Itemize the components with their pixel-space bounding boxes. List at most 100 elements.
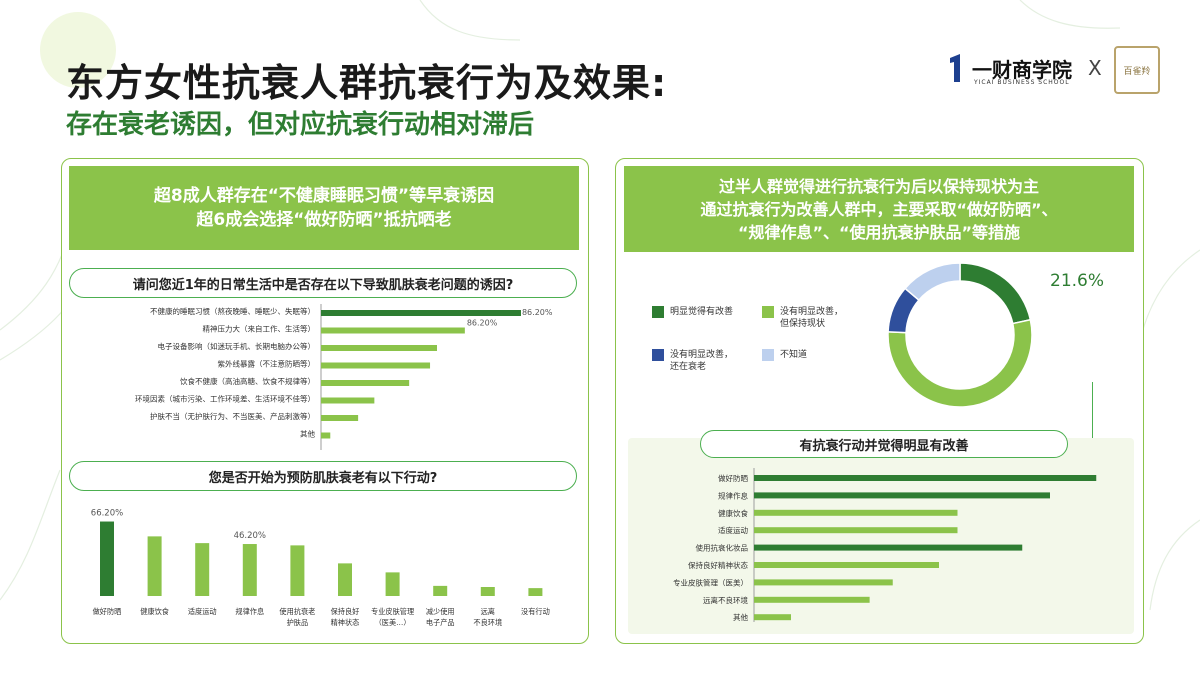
chart-improvement-donut: 21.6% 54.1% <box>887 262 1104 408</box>
tick-label: 保持良好 <box>331 607 360 616</box>
partner-logo: 百雀羚 <box>1114 46 1160 94</box>
tick-label: 护肤品 <box>287 618 309 627</box>
bar <box>528 588 543 596</box>
legend-label: 不知道 <box>780 350 808 360</box>
tick-label: 健康饮食 <box>140 607 169 616</box>
tick-label: 使用抗衰化妆品 <box>696 543 749 553</box>
bar <box>321 415 359 421</box>
bar <box>321 327 465 334</box>
data-label: 46.20% <box>234 531 266 541</box>
tick-label: 做好防晒 <box>718 473 748 483</box>
connector-line <box>1092 382 1093 442</box>
donut-slice <box>887 318 1033 408</box>
legend-swatch <box>762 349 774 361</box>
data-label: 86.20% <box>467 319 498 328</box>
tick-label: 专业皮肤管理（医美） <box>673 577 748 587</box>
tick-label: 做好防晒 <box>93 607 122 616</box>
tick-label: 不良环境 <box>473 618 502 627</box>
right-banner-line2: 通过抗衰行为改善人群中，主要采取“做好防晒”、 <box>700 199 1058 219</box>
bar <box>433 585 448 596</box>
tick-label: 饮食不健康（高油高糖、饮食不规律等） <box>180 376 315 386</box>
legend-item: 不知道 <box>762 349 807 361</box>
page-title: 东方女性抗衰人群抗衰行为及效果: <box>66 61 668 105</box>
tick-label: 健康饮食 <box>718 508 748 518</box>
bar <box>754 579 893 586</box>
yicai-logo-text: 一财商学院 <box>972 58 1072 82</box>
tick-label: （医美…） <box>375 618 411 627</box>
left-banner: 超8成人群存在“不健康睡眠习惯”等早衰诱因 超6成会选择“做好防晒”抵抗晒老 <box>69 166 579 250</box>
right-banner-line3: “规律作息”、“使用抗衰护肤品”等措施 <box>737 222 1021 242</box>
tick-label: 远离 <box>481 607 495 616</box>
bar <box>147 536 162 596</box>
bar <box>321 362 431 369</box>
bar <box>754 614 791 621</box>
tick-label: 适度运动 <box>188 607 217 616</box>
legend-swatch <box>652 349 664 361</box>
bar <box>321 310 521 316</box>
tick-label: 规律作息 <box>718 490 748 500</box>
legend-swatch <box>762 306 774 318</box>
tick-label: 适度运动 <box>718 525 748 535</box>
bar <box>195 543 210 596</box>
legend-item: 明显觉得有改善 <box>652 306 733 318</box>
right-banner: 过半人群觉得进行抗衰行为后以保持现状为主 通过抗衰行为改善人群中，主要采取“做好… <box>624 166 1134 252</box>
legend-item: 没有明显改善， 还在衰老 <box>652 349 733 373</box>
tick-label: 精神压力大（来自工作、生活等） <box>203 324 316 334</box>
tick-label: 保持良好精神状态 <box>688 560 748 570</box>
bar <box>321 397 375 404</box>
tick-label: 其他 <box>733 612 748 622</box>
brand-logos: 一财商学院 YICAI BUSINESS SCHOOL X 百雀羚 <box>946 46 1181 94</box>
question-1-pill: 请问您近1年的日常生活中是否存在以下导致肌肤衰老问题的诱因? <box>69 268 577 298</box>
tick-label: 环境因素（城市污染、工作环境差、生活环境不佳等） <box>135 394 315 404</box>
page-subtitle: 存在衰老诱因，但对应抗衰行动相对滞后 <box>66 110 535 140</box>
data-label: 21.6% <box>1050 271 1104 291</box>
bar <box>321 345 437 351</box>
donut-slice <box>904 262 961 302</box>
tick-label: 使用抗衰老 <box>279 607 315 616</box>
tick-label: 其他 <box>300 429 315 439</box>
question-3-pill: 有抗衰行动并觉得明显有改善 <box>700 430 1068 458</box>
tick-label: 护肤不当（无护肤行为、不当医美、产品刺激等） <box>150 411 315 421</box>
tick-label: 不健康的睡眠习惯（熬夜晚睡、睡眠少、失眠等） <box>150 306 315 316</box>
bar <box>754 509 958 516</box>
tick-label: 规律作息 <box>235 607 264 616</box>
question-2-pill: 您是否开始为预防肌肤衰老有以下行动? <box>69 461 577 491</box>
bar <box>754 475 1097 481</box>
bar <box>480 587 495 596</box>
bar <box>338 563 352 596</box>
bar <box>754 562 939 568</box>
tick-label: 精神状态 <box>331 618 360 627</box>
bar <box>754 596 870 603</box>
tick-label: 减少使用 <box>426 607 455 616</box>
bar <box>385 572 400 596</box>
legend-label: 明显觉得有改善 <box>670 307 734 317</box>
chart-causes: 不健康的睡眠习惯（熬夜晚睡、睡眠少、失眠等） 86.20% 精神压力大（来自工作、生… <box>135 304 553 450</box>
bar <box>754 492 1050 499</box>
lower-right-bg <box>628 438 1134 634</box>
legend-swatch <box>652 306 664 318</box>
tick-label: 没有行动 <box>521 607 550 616</box>
tick-label: 专业皮肤管理 <box>371 607 414 616</box>
legend-label: 没有明显改善， 但保持现状 <box>780 307 844 329</box>
right-banner-line1: 过半人群觉得进行抗衰行为后以保持现状为主 <box>718 176 1039 196</box>
yicai-logo-english: YICAI BUSINESS SCHOOL <box>974 79 1070 86</box>
data-label: 86.20% <box>522 308 553 317</box>
tick-label: 紫外线暴露（不注意防晒等） <box>218 359 316 369</box>
bar <box>290 545 305 596</box>
bar <box>321 432 331 439</box>
collab-x: X <box>1088 56 1102 80</box>
donut-slice <box>959 262 1032 325</box>
tick-label: 电子设备影响（如迷玩手机、长期电脑办公等） <box>158 341 316 351</box>
bar <box>754 544 1023 551</box>
bar <box>100 521 114 596</box>
legend-label: 没有明显改善， 还在衰老 <box>670 350 734 372</box>
data-label: 66.20% <box>91 509 123 519</box>
left-banner-line2: 超6成会选择“做好防晒”抵抗晒老 <box>196 210 452 230</box>
legend-item: 没有明显改善， 但保持现状 <box>762 306 843 330</box>
tick-label: 远离不良环境 <box>703 595 748 605</box>
bar <box>242 544 257 596</box>
data-label: 54.1% <box>935 359 989 379</box>
bar <box>321 380 410 386</box>
yicai-logo-icon <box>950 54 960 82</box>
